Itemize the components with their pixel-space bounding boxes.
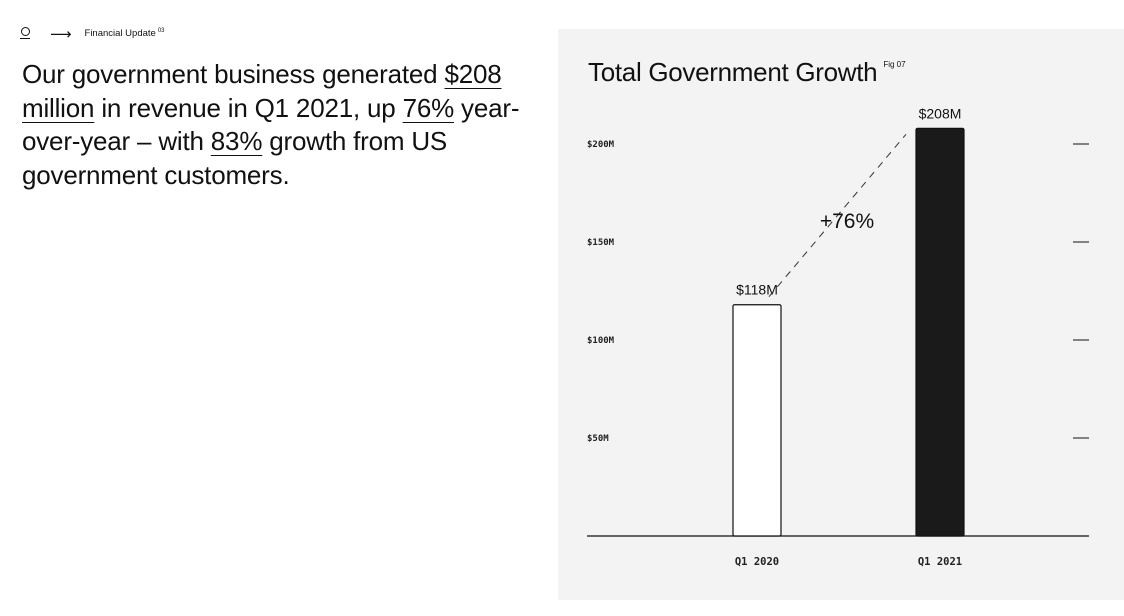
y-tick-label: $150M — [587, 238, 615, 248]
bar-q1-2021 — [915, 127, 965, 537]
headline: Our government business generated $208 m… — [22, 58, 542, 192]
y-tick-label: $200M — [587, 140, 615, 150]
headline-text-2: in revenue in Q1 2021, up — [94, 92, 403, 123]
breadcrumb: ⟶ Financial Update 03 — [20, 26, 165, 42]
x-tick-label: Q1 2021 — [918, 556, 962, 568]
chart-panel: $50M $100M $150M $200M $118M Q1 2020 $208M Q1 2… — [558, 29, 1124, 600]
figure-label: Fig 07 — [883, 60, 906, 69]
headline-highlight-us-growth: 83% — [210, 126, 263, 156]
chart-title: Total Government Growth Fig 07 — [588, 57, 906, 87]
y-tick-label: $50M — [587, 434, 609, 444]
breadcrumb-superscript: 03 — [157, 28, 165, 35]
headline-highlight-revenue: $208 million — [22, 59, 502, 123]
growth-annotation: +76% — [820, 210, 874, 233]
chart-canvas: $50M $100M $150M $200M $118M Q1 2020 $208M Q1 2… — [587, 105, 1089, 568]
headline-text-3: year-over-year – with — [22, 92, 520, 157]
bar-value-label: $118M — [736, 282, 778, 298]
bar-q1-2020 — [732, 304, 782, 537]
palantir-logo-icon[interactable] — [20, 27, 30, 41]
headline-text-1: Our government business generated — [22, 59, 445, 89]
growth-connector-line — [768, 133, 907, 298]
bar-value-label: $208M — [919, 105, 962, 121]
y-tick-label: $100M — [587, 336, 615, 346]
x-tick-label: Q1 2020 — [735, 556, 779, 568]
breadcrumb-label: Financial Update 03 — [84, 28, 165, 40]
long-arrow-right-icon: ⟶ — [50, 25, 71, 43]
headline-text-4: growth from US government customers. — [22, 126, 448, 190]
headline-highlight-yoy: 76% — [402, 92, 455, 123]
